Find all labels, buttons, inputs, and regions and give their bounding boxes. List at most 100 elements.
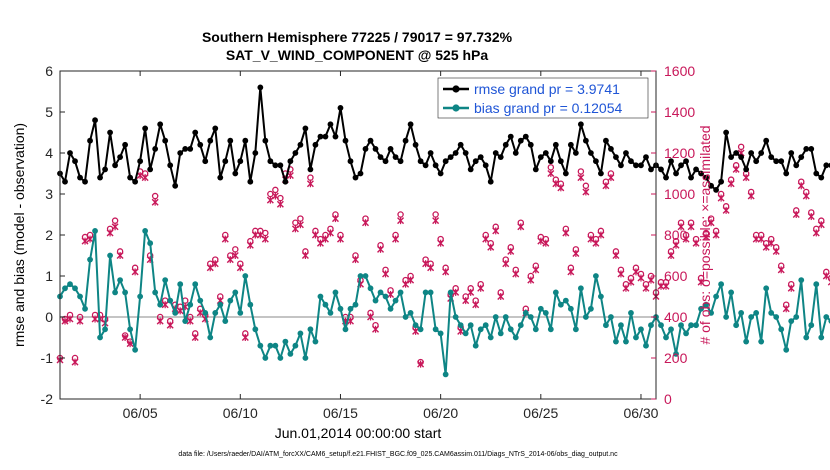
rmse-point <box>287 158 294 165</box>
rmse-point <box>793 162 800 169</box>
bias-point <box>673 351 679 357</box>
bias-point <box>502 314 509 320</box>
rmse-point <box>402 137 409 144</box>
rmse-point <box>217 174 224 181</box>
obs-assimilated-point <box>597 231 605 239</box>
obs-assimilated-point <box>507 247 515 255</box>
obs-assimilated-point <box>442 268 450 276</box>
bias-point <box>728 289 735 296</box>
rmse-point <box>718 178 725 185</box>
rmse-point <box>432 162 439 169</box>
rmse-point <box>823 162 830 169</box>
obs-assimilated-point <box>321 235 329 243</box>
rmse-point <box>788 150 795 156</box>
rmse-point <box>608 146 614 152</box>
rmse-point <box>542 150 549 156</box>
bias-point <box>157 301 164 308</box>
obs-possible-point <box>297 215 304 222</box>
rmse-point <box>242 137 249 144</box>
obs-assimilated-point <box>427 264 435 272</box>
obs-assimilated-point <box>331 215 339 223</box>
obs-assimilated-point <box>251 231 259 239</box>
bias-point <box>773 314 780 320</box>
obs-assimilated-point <box>367 313 375 321</box>
obs-assimilated-point <box>817 221 825 229</box>
obs-assimilated-point <box>326 229 334 237</box>
rmse-point <box>72 158 78 165</box>
obs-assimilated-point <box>91 315 99 323</box>
rmse-point <box>698 170 704 177</box>
bias-point <box>527 314 534 320</box>
y-tick-right-label: 1200 <box>664 145 695 161</box>
bias-point <box>427 289 434 296</box>
bias-point <box>552 289 559 296</box>
bias-point <box>678 322 684 329</box>
bias-point <box>648 322 654 329</box>
obs-assimilated-point <box>352 256 359 264</box>
rmse-point <box>407 121 414 128</box>
data-file-footnote: data file: /Users/raeder/DAI/ATM_forcXX/… <box>178 451 618 458</box>
obs-assimilated-point <box>306 180 314 188</box>
rmse-point <box>137 158 144 165</box>
rmse-point <box>623 150 629 156</box>
rmse-point <box>728 154 735 161</box>
rmse-point <box>482 162 489 169</box>
obs-assimilated-point <box>557 184 565 192</box>
obs-assimilated-point <box>727 180 735 188</box>
bias-point <box>247 301 254 308</box>
bias-point <box>392 297 399 304</box>
bias-point <box>137 293 144 300</box>
bias-point <box>537 305 544 312</box>
rmse-point <box>327 121 334 128</box>
obs-assimilated-point <box>532 266 540 274</box>
obs-assimilated-point <box>156 317 164 325</box>
obs-possible-point <box>577 168 585 175</box>
rmse-point <box>412 141 419 148</box>
bias-point <box>813 281 820 288</box>
legend: rmse grand pr = 3.9741 bias grand pr = 0… <box>437 77 649 119</box>
bias-point <box>823 314 830 320</box>
rmse-point <box>297 141 304 148</box>
bias-point <box>683 330 689 337</box>
obs-assimilated-point <box>627 278 635 286</box>
obs-assimilated-point <box>692 239 700 247</box>
bias-point <box>262 355 269 361</box>
bias-point <box>688 322 694 329</box>
chart-title-line1: Southern Hemisphere 77225 / 79017 = 97.7… <box>202 29 513 45</box>
obs-assimilated-point <box>537 237 545 245</box>
bias-point <box>608 314 614 320</box>
rmse-point <box>633 162 639 169</box>
bias-point <box>337 305 344 312</box>
bias-point <box>187 301 194 308</box>
y-tick-left-label: 5 <box>45 104 53 120</box>
bias-point <box>407 310 414 316</box>
bias-point <box>698 305 704 312</box>
bias-point <box>497 330 504 337</box>
rmse-point <box>272 162 279 169</box>
rmse-point <box>82 178 88 185</box>
bias-point <box>638 326 644 333</box>
obs-assimilated-point <box>412 327 420 335</box>
rmse-point <box>452 150 459 156</box>
rmse-point <box>207 137 214 144</box>
obs-assimilated-point <box>677 223 685 231</box>
obs-assimilated-point <box>762 243 770 251</box>
obs-assimilated-point <box>482 235 490 243</box>
obs-assimilated-point <box>822 272 830 280</box>
obs-assimilated-point <box>186 317 194 325</box>
obs-possible-point <box>232 246 239 253</box>
y-tick-left-label: 0 <box>45 309 53 325</box>
obs-assimilated-point <box>567 268 575 276</box>
obs-assimilated-point <box>707 219 715 227</box>
bias-point <box>713 293 720 300</box>
obs-possible-point <box>272 186 279 194</box>
obs-assimilated-point <box>121 334 129 341</box>
rmse-point <box>252 150 259 156</box>
rmse-point <box>813 170 820 177</box>
bias-point <box>212 310 219 316</box>
rmse-point <box>738 154 745 161</box>
bias-point <box>142 228 149 234</box>
rmse-point <box>532 166 539 173</box>
bias-point <box>92 228 98 234</box>
bias-point <box>703 301 709 308</box>
